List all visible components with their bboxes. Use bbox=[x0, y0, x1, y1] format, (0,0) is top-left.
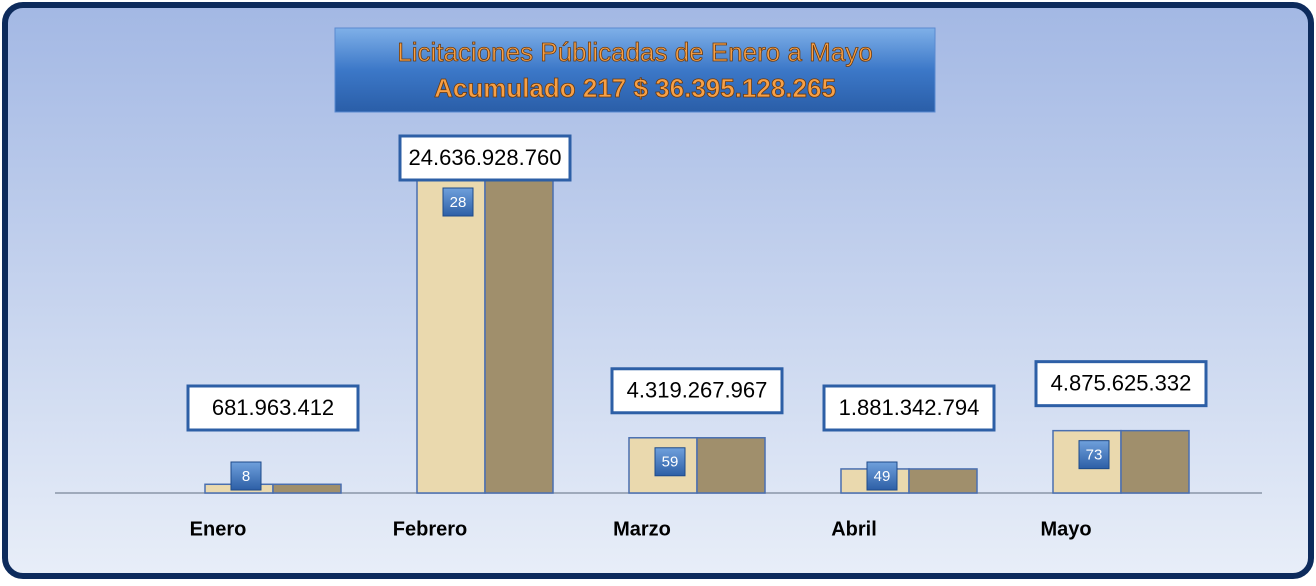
count-badge bbox=[1078, 440, 1110, 470]
chart-title: Licitaciones Públicadas de Enero a Mayo bbox=[397, 37, 873, 67]
value-label: 24.636.928.760 bbox=[409, 145, 562, 170]
count-badge bbox=[230, 461, 262, 491]
x-tick-label: Febrero bbox=[393, 518, 467, 540]
count-label: 59 bbox=[662, 454, 679, 471]
x-tick-label: Enero bbox=[190, 518, 247, 540]
x-tick-label: Abril bbox=[831, 518, 877, 540]
bar-shade bbox=[908, 468, 978, 494]
value-label: 1.881.342.794 bbox=[839, 395, 980, 420]
value-label-box bbox=[398, 134, 572, 182]
count-label: 28 bbox=[450, 194, 467, 211]
value-label: 4.319.267.967 bbox=[627, 378, 768, 403]
bar-shade bbox=[272, 483, 342, 494]
value-label-box bbox=[610, 367, 784, 415]
count-label: 49 bbox=[874, 468, 891, 485]
bar bbox=[416, 177, 486, 494]
bar-shade bbox=[484, 177, 554, 494]
bar-shade bbox=[1120, 429, 1190, 494]
value-label-box bbox=[186, 384, 360, 432]
bar-shade bbox=[696, 437, 766, 494]
x-tick-label: Marzo bbox=[613, 518, 671, 540]
x-tick-label: Mayo bbox=[1040, 518, 1091, 540]
chart-subtitle: Acumulado 217 $ 36.395.128.265 bbox=[434, 73, 836, 103]
count-badge bbox=[442, 187, 474, 217]
value-label-box bbox=[822, 384, 996, 432]
value-label: 681.963.412 bbox=[212, 395, 334, 420]
count-label: 73 bbox=[1086, 447, 1103, 464]
value-label: 4.875.625.332 bbox=[1051, 370, 1192, 395]
title-box bbox=[334, 27, 936, 113]
count-label: 8 bbox=[242, 468, 250, 485]
value-label-box bbox=[1034, 360, 1208, 408]
count-badge bbox=[866, 461, 898, 491]
count-badge bbox=[654, 447, 686, 477]
